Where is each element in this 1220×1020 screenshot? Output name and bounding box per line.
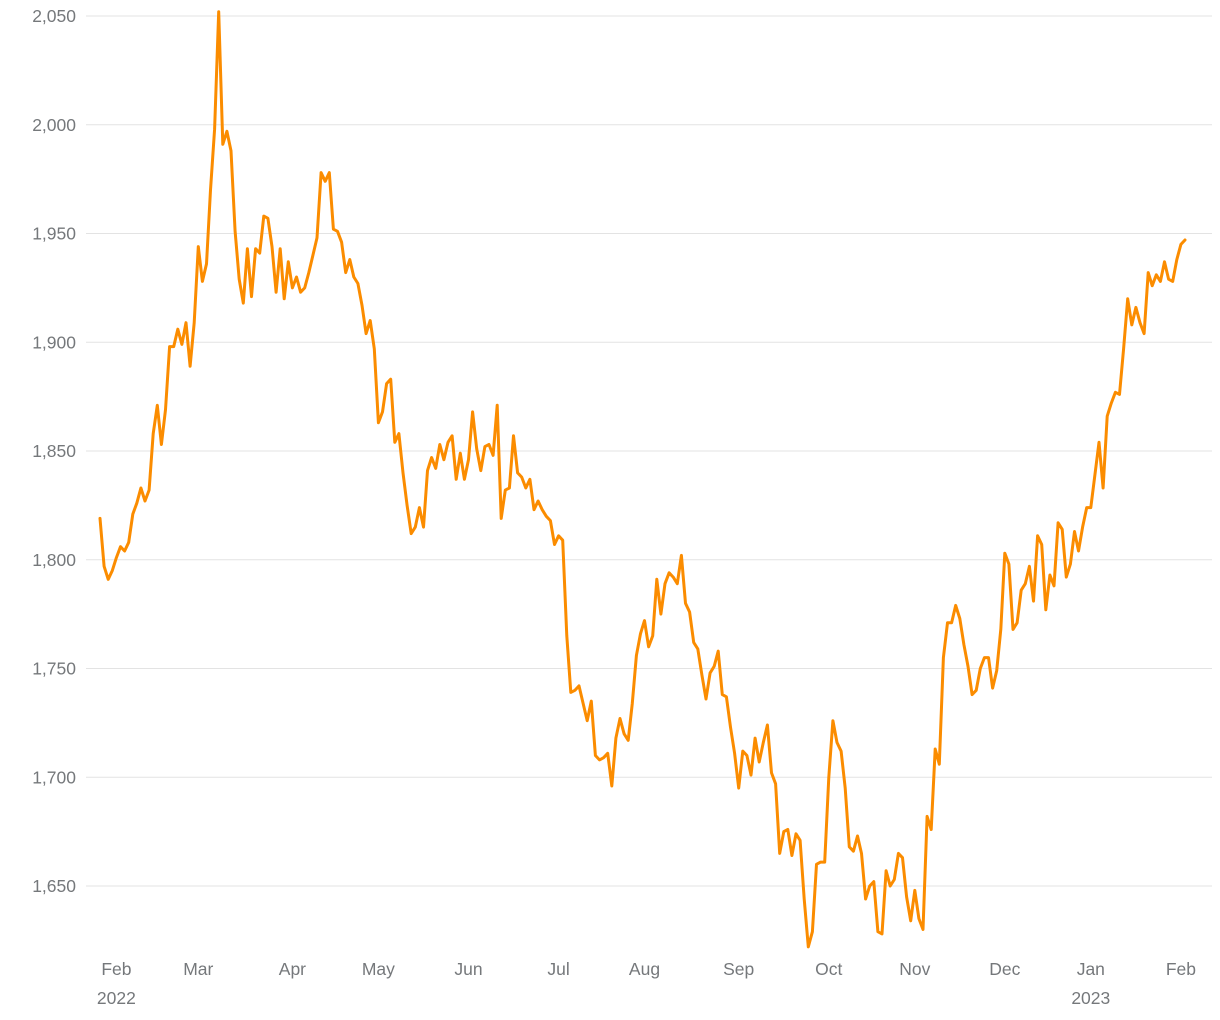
- y-axis-tick-label: 1,950: [32, 224, 76, 244]
- y-axis-tick-label: 2,000: [32, 115, 76, 135]
- y-axis-tick-label: 1,650: [32, 876, 76, 896]
- x-axis-month-label: Feb: [1166, 959, 1196, 979]
- y-axis-tick-label: 1,900: [32, 332, 76, 352]
- x-axis-month-label: Oct: [815, 959, 842, 979]
- x-axis-month-label: Aug: [629, 959, 660, 979]
- x-axis-year-label: 2022: [97, 988, 136, 1008]
- x-axis-month-label: Jun: [454, 959, 482, 979]
- y-axis-tick-label: 1,800: [32, 550, 76, 570]
- price-series: [98, 10, 1187, 949]
- price-line-path: [98, 10, 1187, 949]
- y-axis-tick-label: 2,050: [32, 6, 76, 26]
- x-axis-month-label: Dec: [989, 959, 1020, 979]
- y-axis-tick-label: 1,750: [32, 659, 76, 679]
- x-axis-month-label: Jan: [1077, 959, 1105, 979]
- x-axis-month-label: Nov: [899, 959, 930, 979]
- x-axis-year-label: 2023: [1071, 988, 1110, 1008]
- y-axis-tick-label: 1,850: [32, 441, 76, 461]
- x-axis-month-label: Sep: [723, 959, 754, 979]
- y-axis-tick-label: 1,700: [32, 767, 76, 787]
- x-axis-month-label: May: [362, 959, 395, 979]
- x-axis-month-label: Apr: [279, 959, 306, 979]
- x-axis-labels: Feb 2022 Mar Apr May Jun Jul Aug Sep Oct Nov Dec Jan…: [97, 959, 1196, 1008]
- x-axis-month-label: Feb: [101, 959, 131, 979]
- gridlines: [86, 15, 1212, 887]
- x-axis-month-label: Mar: [183, 959, 213, 979]
- y-axis-labels: 2,050 2,000 1,950 1,900 1,850 1,800 1,750 1,700…: [32, 6, 76, 896]
- x-axis-month-label: Jul: [547, 959, 569, 979]
